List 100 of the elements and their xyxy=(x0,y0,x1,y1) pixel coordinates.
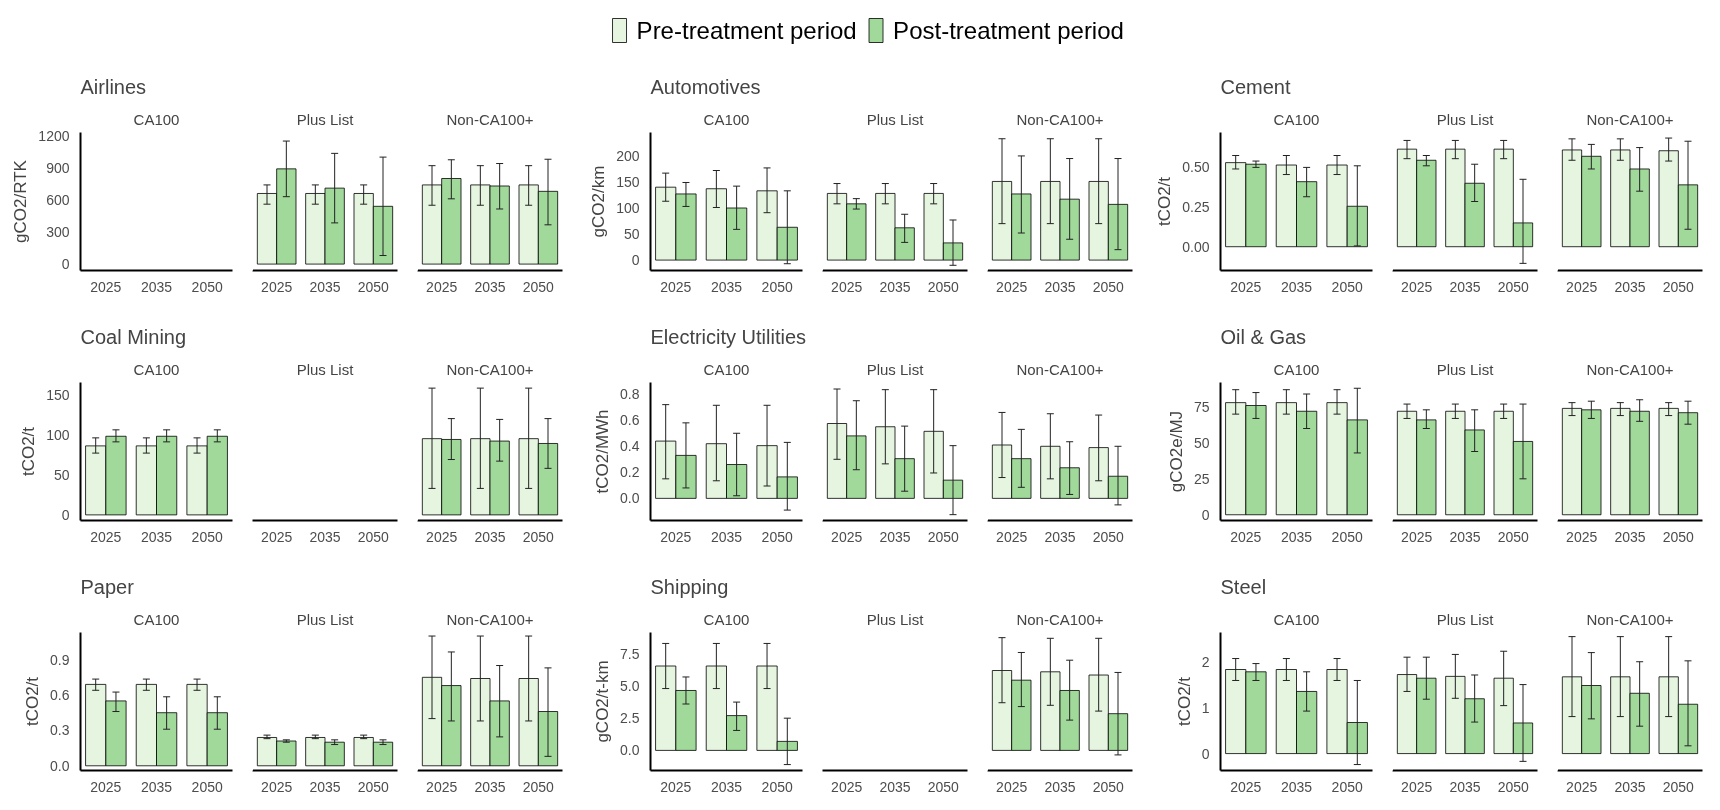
x-tick-label: 2035 xyxy=(1614,528,1646,545)
x-tick-label: 2025 xyxy=(831,528,863,545)
x-tick-label: 2025 xyxy=(1230,778,1262,795)
legend-label: Post-treatment period xyxy=(893,17,1124,44)
x-tick-label: 2050 xyxy=(191,778,223,795)
x-tick-label: 2035 xyxy=(1449,528,1481,545)
chart-title: Airlines xyxy=(80,75,147,98)
y-tick-label: 300 xyxy=(46,223,70,240)
chart-subtitle: CA100 xyxy=(133,360,180,378)
x-tick-label: 2050 xyxy=(927,278,960,295)
y-tick-label: 1200 xyxy=(38,127,70,144)
x-tick-label: 2035 xyxy=(474,528,506,545)
x-tick-label: 2050 xyxy=(761,528,793,545)
y-tick-label: 100 xyxy=(46,426,70,443)
x-tick-label: 2025 xyxy=(1566,278,1598,295)
x-tick-label: 2035 xyxy=(879,278,911,295)
y-axis-title: tCO2/t xyxy=(1155,176,1175,227)
y-tick-label: 2 xyxy=(1201,654,1210,671)
x-tick-label: 2025 xyxy=(261,778,293,795)
chart-subtitle: Non-CA100+ xyxy=(446,110,534,128)
y-tick-label: 50 xyxy=(1193,434,1210,451)
chart-title: Coal Mining xyxy=(80,325,187,348)
y-axis-title: gCO2e/MJ xyxy=(1166,410,1186,493)
chart-subtitle: Non-CA100+ xyxy=(1016,610,1104,628)
chart-subtitle: Non-CA100+ xyxy=(1016,110,1104,128)
x-tick-label: 2035 xyxy=(309,278,341,295)
x-tick-label: 2050 xyxy=(1331,778,1363,795)
y-tick-label: 0.6 xyxy=(50,687,70,704)
x-tick-label: 2050 xyxy=(1497,278,1530,295)
y-tick-label: 1 xyxy=(1201,699,1210,716)
y-axis-title: gCO2/km xyxy=(589,165,609,238)
y-tick-label: 0.8 xyxy=(620,386,640,403)
x-tick-label: 2035 xyxy=(1280,278,1313,295)
y-tick-label: 7.5 xyxy=(620,645,640,662)
y-tick-label: 50 xyxy=(623,226,640,243)
y-tick-label: 150 xyxy=(616,173,640,190)
chart-subtitle: Plus List xyxy=(296,610,355,628)
x-tick-label: 2050 xyxy=(1092,778,1125,795)
x-tick-label: 2035 xyxy=(710,278,743,295)
chart-subtitle: Non-CA100+ xyxy=(1586,610,1674,628)
x-tick-label: 2035 xyxy=(140,278,173,295)
chart-subtitle: Non-CA100+ xyxy=(1586,110,1674,128)
x-tick-label: 2025 xyxy=(426,528,458,545)
x-tick-label: 2025 xyxy=(426,278,458,295)
x-tick-label: 2050 xyxy=(1662,528,1695,545)
x-tick-label: 2025 xyxy=(1230,528,1262,545)
y-tick-label: 2.5 xyxy=(620,710,640,727)
chart-subtitle: CA100 xyxy=(133,110,180,128)
y-tick-label: 150 xyxy=(46,386,70,403)
y-tick-label: 0.9 xyxy=(50,651,70,668)
y-axis-title: gCO2/t-km xyxy=(593,660,613,743)
x-tick-label: 2035 xyxy=(140,528,173,545)
x-tick-label: 2050 xyxy=(1497,528,1530,545)
x-tick-label: 2025 xyxy=(1566,778,1598,795)
x-tick-label: 2050 xyxy=(522,278,555,295)
y-tick-label: 900 xyxy=(46,159,70,176)
chart-title: Oil & Gas xyxy=(1220,325,1307,348)
y-axis-title: tCO2/t xyxy=(19,426,39,477)
chart-subtitle: CA100 xyxy=(703,360,750,378)
y-tick-label: 0.0 xyxy=(50,757,70,774)
x-tick-label: 2025 xyxy=(90,278,122,295)
x-tick-label: 2025 xyxy=(660,528,692,545)
y-tick-label: 0 xyxy=(61,256,70,273)
x-tick-label: 2035 xyxy=(1449,778,1481,795)
y-axis-title: tCO2/MWh xyxy=(593,409,613,494)
y-tick-label: 0.0 xyxy=(620,490,640,507)
chart-subtitle: Non-CA100+ xyxy=(1016,360,1104,378)
chart-subtitle: CA100 xyxy=(1273,610,1320,628)
x-tick-label: 2050 xyxy=(1662,778,1695,795)
y-tick-label: 200 xyxy=(616,147,640,164)
x-tick-label: 2025 xyxy=(996,778,1028,795)
x-tick-label: 2050 xyxy=(761,778,793,795)
x-tick-label: 2050 xyxy=(522,778,555,795)
chart-subtitle: Plus List xyxy=(866,110,925,128)
y-axis-title: tCO2/t xyxy=(1174,676,1194,727)
y-tick-label: 0.3 xyxy=(50,722,70,739)
y-tick-label: 0 xyxy=(631,252,640,269)
x-tick-label: 2025 xyxy=(660,778,692,795)
y-tick-label: 75 xyxy=(1193,398,1210,415)
x-tick-label: 2050 xyxy=(191,528,223,545)
chart-subtitle: CA100 xyxy=(703,110,750,128)
chart-title: Steel xyxy=(1220,575,1267,598)
chart-title: Cement xyxy=(1220,75,1291,98)
x-tick-label: 2035 xyxy=(1044,278,1076,295)
x-tick-label: 2025 xyxy=(1230,278,1262,295)
x-tick-label: 2035 xyxy=(710,528,743,545)
x-tick-label: 2050 xyxy=(357,778,390,795)
y-tick-label: 0 xyxy=(61,506,70,523)
x-tick-label: 2050 xyxy=(927,528,960,545)
y-tick-label: 0.50 xyxy=(1182,159,1210,176)
y-tick-label: 0.2 xyxy=(620,464,640,481)
x-tick-label: 2050 xyxy=(1092,528,1125,545)
x-tick-label: 2025 xyxy=(261,278,293,295)
y-tick-label: 0.0 xyxy=(620,742,640,759)
y-axis-title: tCO2/t xyxy=(23,676,43,727)
x-tick-label: 2050 xyxy=(1331,528,1363,545)
x-tick-label: 2035 xyxy=(309,778,341,795)
chart-subtitle: Non-CA100+ xyxy=(1586,360,1674,378)
chart-subtitle: Plus List xyxy=(866,360,925,378)
y-tick-label: 100 xyxy=(616,200,640,217)
